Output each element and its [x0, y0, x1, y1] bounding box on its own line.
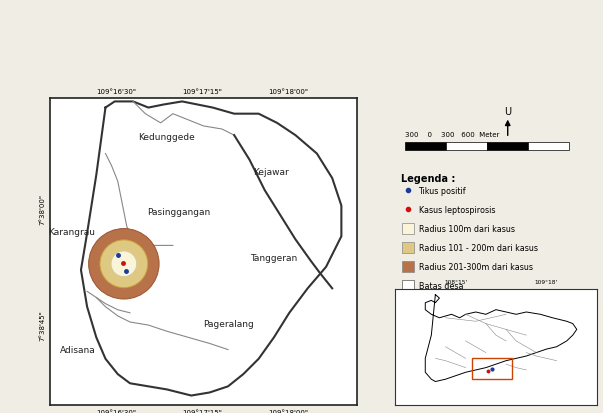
Text: Pasinggangan: Pasinggangan	[147, 208, 210, 217]
Text: Kedunggede: Kedunggede	[138, 133, 195, 142]
Text: U: U	[504, 107, 511, 117]
Text: 109°17'15": 109°17'15"	[182, 88, 222, 95]
Text: Radius 101 - 200m dari kasus: Radius 101 - 200m dari kasus	[418, 243, 537, 252]
Text: 109°18': 109°18'	[535, 280, 558, 285]
Text: Kejawar: Kejawar	[253, 168, 289, 177]
Text: Pageralang: Pageralang	[203, 319, 253, 328]
Bar	[402, 299, 414, 311]
Text: Tanggeran: Tanggeran	[250, 254, 298, 263]
Circle shape	[100, 240, 148, 288]
Text: Tikus positif: Tikus positif	[418, 186, 466, 195]
Bar	[402, 223, 414, 235]
Text: Legenda :: Legenda :	[401, 174, 455, 184]
Text: Radius 201-300m dari kasus: Radius 201-300m dari kasus	[418, 262, 532, 271]
Text: Batas kecamatan: Batas kecamatan	[418, 300, 489, 309]
Circle shape	[89, 229, 159, 299]
Text: Karangrau: Karangrau	[48, 228, 95, 237]
Text: Batas desa: Batas desa	[418, 281, 463, 290]
Bar	[405, 142, 446, 151]
Text: 7°38'00": 7°38'00"	[40, 194, 46, 225]
Text: 109°17'15": 109°17'15"	[182, 409, 222, 413]
Bar	[402, 242, 414, 254]
Bar	[446, 142, 487, 151]
Bar	[528, 142, 569, 151]
Bar	[472, 358, 512, 379]
Text: 7°38'45": 7°38'45"	[40, 310, 46, 341]
Text: 109°16'30": 109°16'30"	[96, 88, 136, 95]
Text: Kasus leptospirosis: Kasus leptospirosis	[418, 205, 495, 214]
Text: 109°18'00": 109°18'00"	[268, 88, 308, 95]
Bar	[402, 280, 414, 292]
Text: 109°16'30": 109°16'30"	[96, 409, 136, 413]
Circle shape	[111, 252, 137, 277]
Bar	[402, 261, 414, 273]
Text: 300    0    300   600  Meter: 300 0 300 600 Meter	[405, 131, 500, 137]
Text: Adisana: Adisana	[60, 345, 96, 354]
Text: Radius 100m dari kasus: Radius 100m dari kasus	[418, 224, 514, 233]
Text: 109°18': 109°18'	[535, 412, 558, 413]
Text: 108°15': 108°15'	[444, 412, 467, 413]
Bar	[487, 142, 528, 151]
Text: 108°15': 108°15'	[444, 280, 467, 285]
Text: 109°18'00": 109°18'00"	[268, 409, 308, 413]
